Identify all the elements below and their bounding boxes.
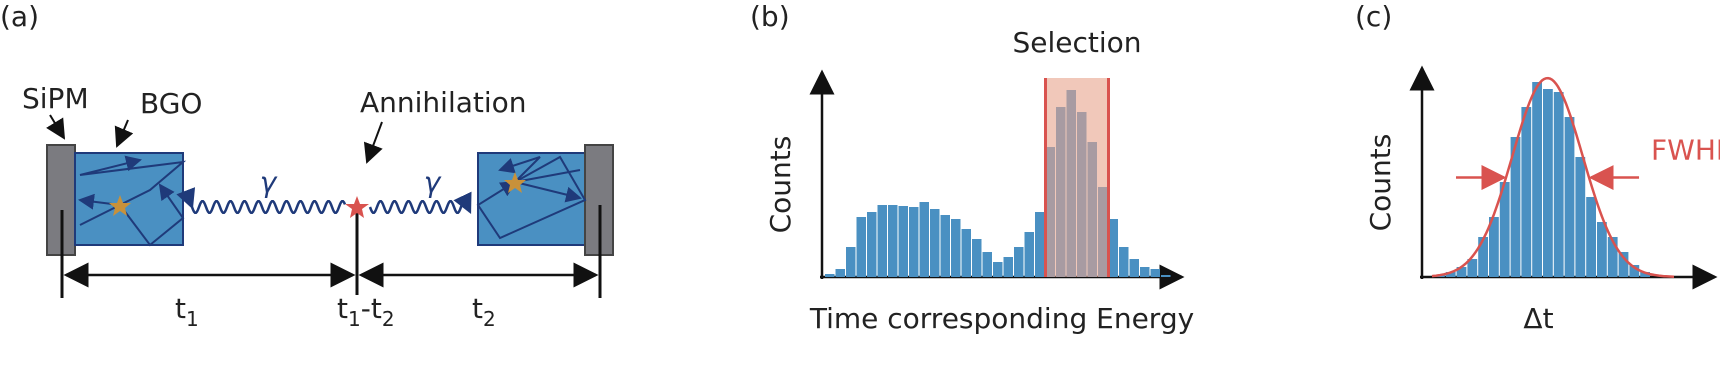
bar xyxy=(856,217,866,277)
bar xyxy=(898,206,908,277)
histogram-panel: (c) Counts Δt FWHM xyxy=(1355,0,1720,335)
annihilation-star xyxy=(345,196,369,218)
bar xyxy=(1607,237,1618,277)
ray xyxy=(498,156,541,183)
gamma-label: γ xyxy=(424,166,442,199)
y-axis-label: Counts xyxy=(1364,134,1397,232)
gamma-wave xyxy=(176,187,347,215)
bar xyxy=(1575,157,1586,277)
panel-label: (a) xyxy=(0,0,39,33)
bar xyxy=(877,205,887,277)
bar xyxy=(1510,137,1521,277)
bgo-label: BGO xyxy=(140,87,202,120)
gamma-wave xyxy=(368,191,472,215)
panel-a: (a) γ γ SiPM BGO Annihilatio xyxy=(0,0,614,331)
bar xyxy=(1014,247,1024,277)
bar xyxy=(909,207,919,277)
ray xyxy=(514,181,582,203)
bar xyxy=(1140,267,1150,277)
pointer xyxy=(114,119,134,148)
bar xyxy=(888,205,898,277)
bar xyxy=(1467,259,1478,277)
fwhm-label: FWHM xyxy=(1651,134,1720,167)
bar xyxy=(1553,92,1564,277)
bar xyxy=(846,247,856,277)
bar xyxy=(1521,107,1532,277)
bar xyxy=(1532,82,1542,277)
t1-t2-label: t1-t2 xyxy=(337,292,395,331)
bar xyxy=(1489,217,1499,277)
bar xyxy=(1478,237,1488,277)
scatter-paths-right xyxy=(476,155,587,240)
t-base: t xyxy=(337,292,348,325)
bar xyxy=(1024,232,1034,277)
panel-label: (c) xyxy=(1355,0,1392,33)
bar xyxy=(1150,269,1160,277)
bar xyxy=(1618,252,1629,277)
interaction-star xyxy=(109,195,131,216)
bar xyxy=(1108,219,1118,277)
bar xyxy=(982,252,992,277)
bar xyxy=(940,215,950,277)
x-axis-label: Δt xyxy=(1523,302,1553,335)
bar xyxy=(961,229,971,277)
bar xyxy=(1543,89,1553,277)
selection-label: Selection xyxy=(1012,26,1141,59)
histogram-panel: (b) Counts Time corresponding Energy Select… xyxy=(750,0,1194,335)
charts: (b) Counts Time corresponding Energy Select… xyxy=(750,0,1720,335)
ray xyxy=(119,183,185,247)
bar xyxy=(867,212,877,277)
t-sub: 1 xyxy=(186,307,199,331)
t-base: -t xyxy=(361,292,382,325)
interaction-star xyxy=(504,172,526,193)
panel-label: (b) xyxy=(750,0,790,33)
t2-label: t2 xyxy=(472,292,496,331)
bar xyxy=(930,209,940,277)
t-base: t xyxy=(175,292,186,325)
bar xyxy=(1586,197,1596,277)
gamma-label: γ xyxy=(260,166,278,199)
fit-curve xyxy=(1431,76,1675,278)
annihilation-label: Annihilation xyxy=(360,86,527,119)
sipm-label: SiPM xyxy=(22,82,89,115)
t-sub: 2 xyxy=(382,307,395,331)
bar xyxy=(1597,222,1607,277)
selection-band xyxy=(1045,78,1109,277)
bar xyxy=(919,202,929,277)
x-axis-label: Time corresponding Energy xyxy=(809,302,1194,335)
bar xyxy=(835,269,845,277)
bar xyxy=(972,239,982,277)
bar xyxy=(1564,117,1575,277)
t-sub: 2 xyxy=(483,307,496,331)
t-base: t xyxy=(472,292,483,325)
bar xyxy=(1035,212,1045,277)
bar xyxy=(1445,272,1456,277)
bar xyxy=(1129,259,1139,277)
y-axis-label: Counts xyxy=(764,136,797,234)
bar xyxy=(993,262,1003,277)
pointer xyxy=(363,121,383,164)
t-sub: 1 xyxy=(348,307,361,331)
t1-label: t1 xyxy=(175,292,199,331)
bar xyxy=(951,219,961,277)
bar xyxy=(1161,275,1171,277)
bar xyxy=(1640,272,1650,277)
bar xyxy=(1456,267,1467,277)
bar xyxy=(1499,182,1510,277)
bar xyxy=(1003,257,1013,277)
bar xyxy=(1629,265,1640,277)
bar xyxy=(1119,247,1129,277)
ray xyxy=(79,160,187,226)
bar xyxy=(825,274,835,277)
pointer xyxy=(46,114,66,140)
